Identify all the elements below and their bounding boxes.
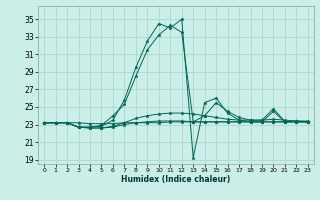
X-axis label: Humidex (Indice chaleur): Humidex (Indice chaleur): [121, 175, 231, 184]
